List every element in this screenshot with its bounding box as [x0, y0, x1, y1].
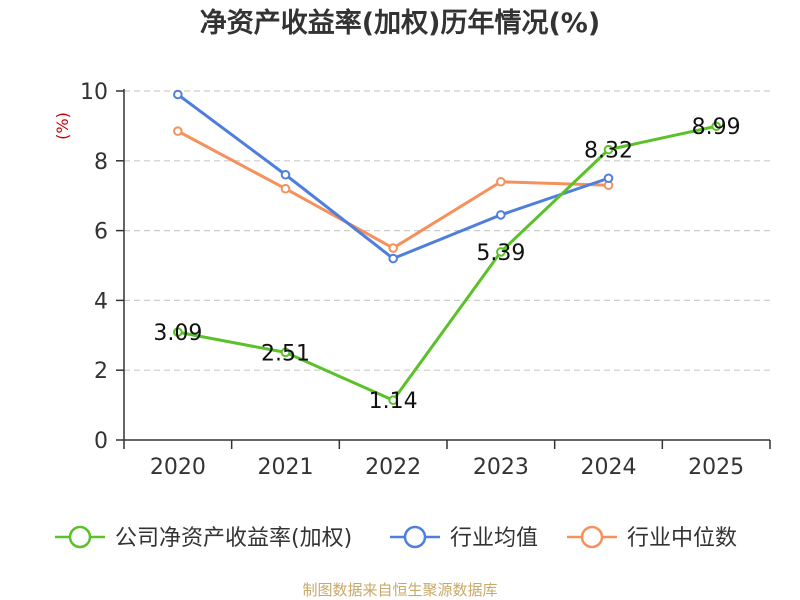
legend-label-0: 公司净资产收益率(加权): [115, 526, 352, 551]
y-tick-label-0: 0: [94, 429, 108, 454]
data-label-2022: 1.14: [369, 389, 418, 414]
x-tick-label-2021: 2021: [258, 455, 314, 480]
x-tick-label-2025: 2025: [688, 455, 744, 480]
x-tick-label-2022: 2022: [365, 455, 421, 480]
series-0: [173, 121, 721, 406]
data-label-2025: 8.99: [692, 115, 741, 140]
y-tick-label-2: 2: [94, 359, 108, 384]
series-line-2: [176, 129, 610, 250]
series-1: [173, 89, 614, 264]
point-0-2021: [280, 347, 291, 358]
series-2: [173, 126, 614, 253]
point-1-2020: [173, 89, 183, 100]
axes: 0 2 4 6 8 10 2020 2021 2022 2023 2024 2025: [80, 80, 771, 480]
legend: 公司净资产收益率(加权) 行业均值 行业中位数: [55, 525, 737, 551]
chart-title: 净资产收益率(加权)历年情况(%): [200, 7, 600, 39]
point-0-2022: [388, 395, 398, 406]
series-line-0: [176, 124, 718, 402]
point-0-2020: [173, 327, 183, 337]
point-2-2021: [280, 183, 291, 194]
legend-label-1: 行业均值: [450, 526, 538, 551]
gridlines: [124, 90, 770, 371]
legend-marker-2: [580, 525, 604, 549]
point-1-2024: [603, 173, 614, 184]
data-label-2023: 5.39: [476, 241, 525, 266]
y-tick-label-6: 6: [94, 220, 108, 245]
y-tick-label-4: 4: [94, 289, 108, 314]
data-labels: 3.09 2.51 1.14 5.39 8.32 8.99: [153, 115, 740, 414]
point-1-2021: [280, 169, 291, 180]
point-2-2022: [388, 243, 398, 253]
point-1-2023: [496, 210, 506, 220]
legend-marker-1: [403, 525, 427, 549]
legend-item-1: 行业均值: [390, 525, 538, 551]
data-label-2021: 2.51: [261, 341, 310, 366]
point-2-2020: [173, 126, 183, 136]
source-note: 制图数据来自恒生聚源数据库: [302, 581, 497, 599]
legend-item-0: 公司净资产收益率(加权): [55, 525, 352, 551]
series-line-1: [176, 92, 610, 261]
data-label-2024: 8.32: [584, 139, 633, 164]
x-tick-label-2023: 2023: [473, 455, 529, 480]
point-0-2025: [711, 121, 721, 132]
point-1-2022: [388, 253, 398, 264]
x-tick-label-2024: 2024: [581, 455, 637, 480]
y-tick-label-10: 10: [80, 80, 108, 105]
series-group: [173, 89, 721, 406]
data-label-2020: 3.09: [153, 321, 202, 346]
legend-item-2: 行业中位数: [567, 525, 737, 551]
legend-label-2: 行业中位数: [627, 526, 737, 551]
point-2-2023: [496, 176, 506, 187]
legend-marker-0: [68, 525, 92, 549]
x-tick-label-2020: 2020: [150, 455, 206, 480]
y-tick-label-8: 8: [94, 150, 108, 175]
y-axis-unit: (%): [53, 112, 72, 140]
point-0-2023: [496, 247, 506, 257]
point-0-2024: [603, 144, 614, 155]
